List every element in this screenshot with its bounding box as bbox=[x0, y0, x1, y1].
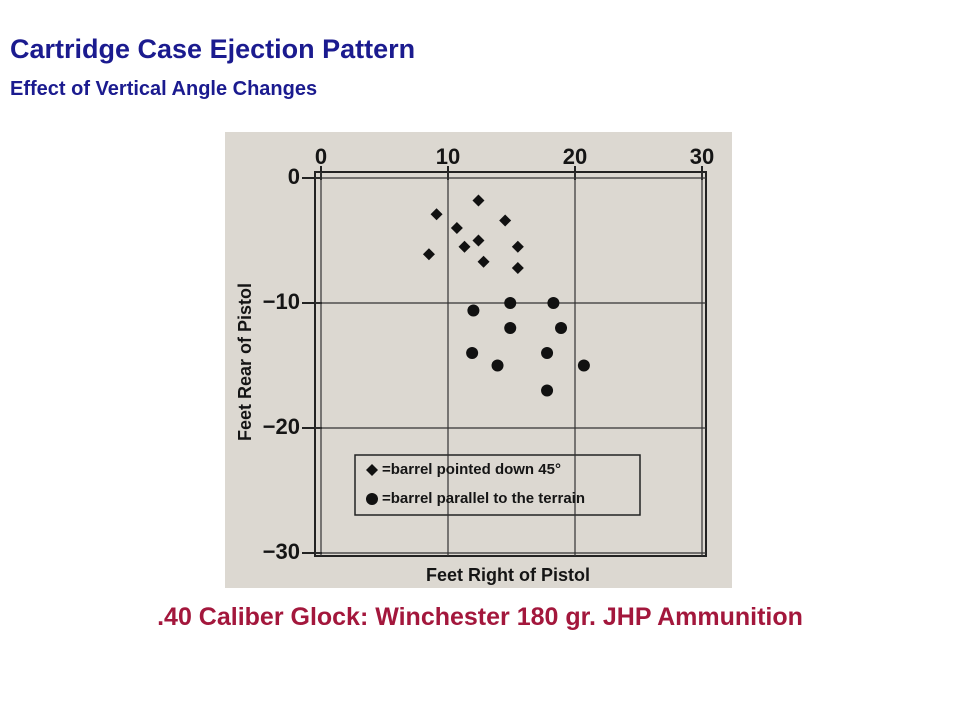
y-axis-label: Feet Rear of Pistol bbox=[235, 283, 255, 441]
x-axis-label: Feet Right of Pistol bbox=[426, 565, 590, 585]
x-tick-label: 0 bbox=[315, 144, 327, 169]
data-point bbox=[511, 262, 524, 274]
data-point bbox=[477, 255, 490, 268]
data-point bbox=[472, 194, 485, 207]
data-point bbox=[547, 297, 560, 309]
y-tick-label: −10 bbox=[263, 289, 300, 314]
slide-subtitle: Effect of Vertical Angle Changes bbox=[10, 78, 318, 100]
data-point bbox=[577, 359, 590, 372]
data-point bbox=[511, 240, 524, 253]
legend-marker bbox=[366, 493, 378, 505]
x-tick-label: 30 bbox=[690, 144, 714, 169]
data-point bbox=[467, 304, 480, 317]
data-point bbox=[541, 347, 554, 359]
legend-box bbox=[354, 454, 641, 516]
y-tick-label: −30 bbox=[263, 539, 300, 564]
legend-label: =barrel pointed down 45° bbox=[382, 461, 561, 478]
data-point bbox=[504, 322, 517, 334]
legend-label: =barrel parallel to the terrain bbox=[382, 490, 585, 507]
x-tick-label: 20 bbox=[563, 144, 587, 169]
slide-caption: .40 Caliber Glock: Winchester 180 gr. JH… bbox=[157, 603, 803, 631]
data-point bbox=[458, 240, 471, 253]
data-point bbox=[466, 347, 479, 359]
data-point bbox=[491, 359, 504, 372]
y-tick-label: 0 bbox=[288, 164, 300, 189]
data-point bbox=[422, 248, 435, 261]
y-tick-label: −20 bbox=[263, 414, 300, 439]
slide-title: Cartridge Case Ejection Pattern bbox=[10, 34, 416, 64]
data-point bbox=[499, 214, 512, 227]
data-point bbox=[430, 208, 443, 221]
data-point bbox=[450, 222, 463, 234]
data-point bbox=[541, 384, 554, 397]
x-tick-label: 10 bbox=[436, 144, 460, 169]
data-point bbox=[472, 234, 485, 247]
data-point bbox=[504, 297, 517, 309]
plot-frame bbox=[314, 171, 707, 557]
data-point bbox=[555, 322, 568, 334]
legend-marker bbox=[366, 464, 378, 476]
